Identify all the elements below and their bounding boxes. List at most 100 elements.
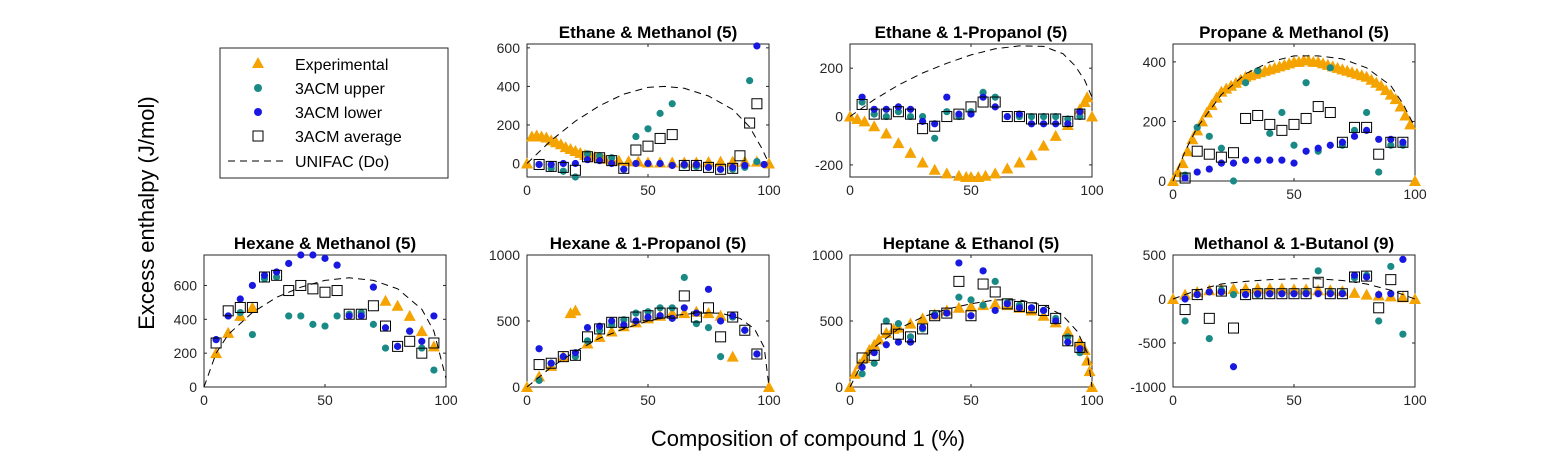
average-point (1228, 147, 1239, 159)
average-point (1038, 304, 1050, 316)
lower-point (967, 312, 975, 320)
upper-point (369, 320, 377, 328)
average-point (856, 98, 868, 110)
lower-point (608, 317, 616, 325)
average-point (929, 310, 941, 322)
lower-point (1278, 290, 1286, 298)
average-point (1300, 288, 1312, 300)
y-tick-label: 200 (497, 117, 521, 133)
y-tick-label: 0 (1158, 291, 1166, 307)
upper-point (248, 330, 256, 339)
unifac-curve (526, 312, 770, 388)
experimental-point (848, 367, 861, 379)
average-point (1312, 276, 1324, 288)
average-point (989, 96, 1001, 108)
experimental-point (246, 301, 259, 313)
average-point (917, 323, 929, 335)
lower-point (248, 281, 256, 290)
lower-point (632, 159, 640, 168)
legend-label: 3ACM lower (295, 105, 383, 122)
experimental-point (940, 167, 953, 179)
experimental-point (1251, 282, 1264, 294)
lower-point (406, 327, 414, 335)
average-point (606, 316, 618, 328)
lower-point (894, 338, 903, 346)
average-point (319, 286, 331, 298)
upper-point (955, 293, 963, 301)
lower-point (1314, 290, 1322, 298)
lower-point (1399, 138, 1407, 146)
average-point (977, 278, 989, 290)
lower-point (753, 350, 761, 358)
average-point (751, 98, 763, 110)
lower-point (1003, 300, 1011, 308)
lower-point (955, 110, 963, 118)
average-point (545, 357, 557, 369)
lower-point (1064, 338, 1072, 346)
upper-point (1387, 262, 1395, 271)
average-point (739, 324, 751, 336)
experimental-point (1348, 286, 1361, 298)
panel-title: Hexane & Methanol (5) (234, 234, 416, 253)
panel-data (1167, 54, 1421, 186)
average-point (234, 301, 246, 313)
x-tick-label: 100 (757, 182, 781, 198)
x-tick-label: 50 (1286, 392, 1302, 408)
lower-point (559, 353, 567, 361)
average-point (965, 101, 977, 113)
y-tick-label: 1000 (489, 247, 520, 263)
upper-point (1266, 129, 1274, 137)
lower-point (1076, 345, 1084, 353)
average-point (654, 132, 666, 144)
upper-point (632, 132, 640, 141)
average-point (1264, 288, 1276, 300)
y-tick-label: -1000 (1130, 379, 1166, 395)
upper-point (1064, 333, 1072, 341)
y-tick-label: 500 (820, 313, 844, 329)
average-point (392, 340, 404, 352)
average-point (1373, 148, 1385, 160)
average-point (1050, 113, 1062, 125)
upper-point (1217, 144, 1225, 152)
experimental-point (989, 297, 1002, 309)
upper-point (381, 344, 390, 352)
legend: Experimental 3ACM upper 3ACM lower 3ACM … (219, 47, 449, 179)
average-point (1373, 302, 1385, 314)
x-axis-label: Composition of compound 1 (%) (651, 426, 965, 451)
average-point (868, 108, 880, 120)
experimental-point (1025, 149, 1038, 161)
average-point (929, 120, 941, 132)
average-point (965, 310, 977, 322)
experimental-point (666, 307, 679, 319)
average-point (1349, 121, 1360, 133)
average-point (642, 140, 654, 152)
average-point (703, 161, 714, 173)
average-point (1264, 118, 1276, 130)
average-point (1203, 148, 1215, 160)
average-point (703, 302, 714, 314)
experimental-point (1409, 293, 1421, 304)
upper-point (644, 308, 652, 316)
lower-point (1076, 108, 1084, 116)
lower-point (955, 259, 963, 267)
average-point (1179, 172, 1191, 184)
experimental-point (1227, 282, 1240, 294)
upper-point (1027, 112, 1036, 121)
average-point (1001, 298, 1013, 310)
lower-point (1350, 132, 1359, 140)
lower-point (717, 317, 725, 325)
upper-point (1181, 317, 1189, 325)
experimental-point (892, 137, 905, 149)
average-point (666, 129, 678, 141)
average-point (1336, 136, 1348, 148)
lower-point (644, 159, 652, 168)
experimental-point (678, 307, 691, 319)
experimental-point (1210, 91, 1223, 103)
x-tick-label: 0 (523, 392, 531, 408)
lower-point (1254, 290, 1262, 298)
average-point (941, 111, 953, 123)
average-point (1191, 145, 1203, 157)
panel-title: Propane & Methanol (5) (1199, 23, 1389, 42)
y-tick-label: 0 (835, 109, 843, 125)
legend-marker-blue-circle-icon (254, 108, 262, 116)
